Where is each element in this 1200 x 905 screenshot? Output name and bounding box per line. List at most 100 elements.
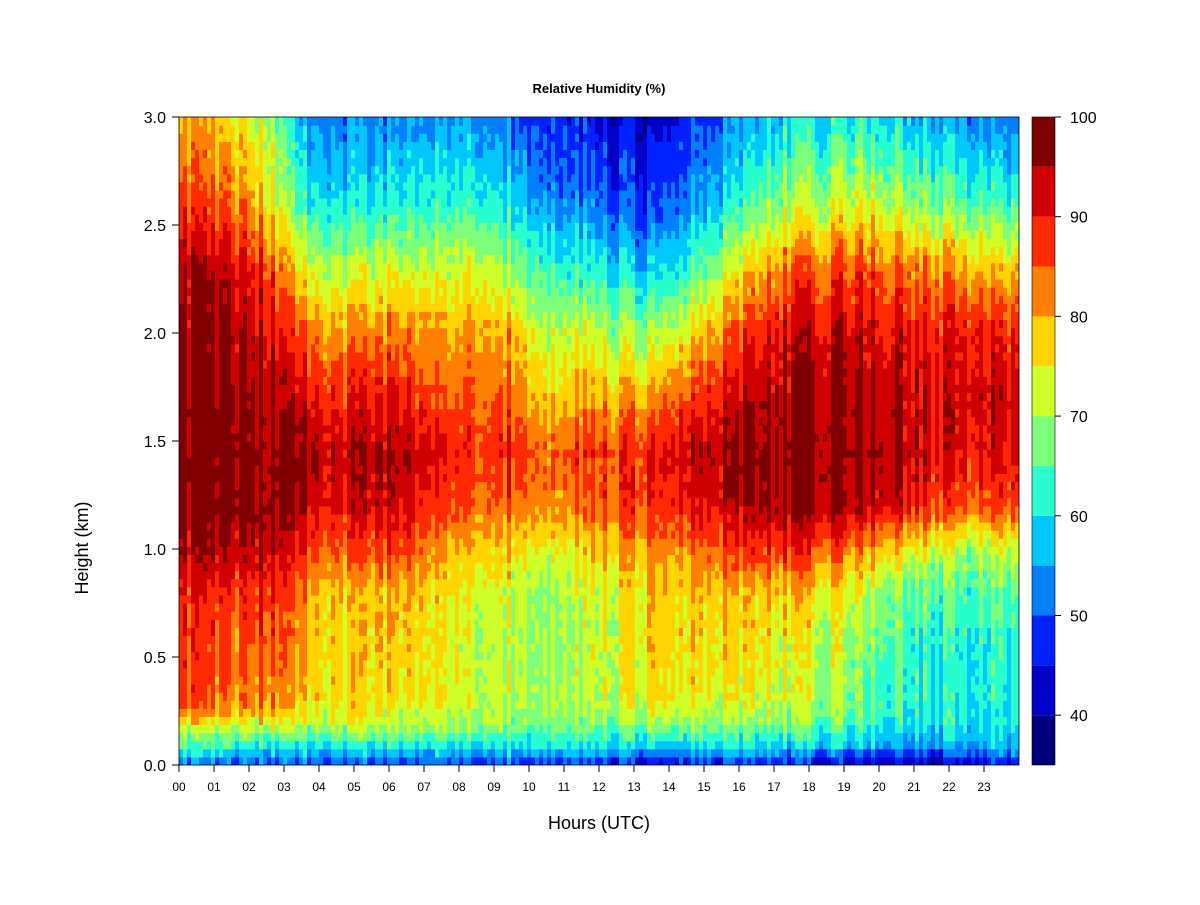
heatmap-cell (271, 684, 276, 693)
heatmap-cell (335, 700, 340, 709)
heatmap-cell (275, 432, 280, 442)
heatmap-cell (251, 279, 256, 288)
heatmap-cell (291, 554, 296, 564)
heatmap-cell (227, 343, 232, 353)
heatmap-cell (419, 368, 424, 377)
heatmap-cell (419, 189, 424, 199)
heatmap-cell (191, 125, 196, 134)
heatmap-cell (351, 230, 356, 240)
heatmap-cell (219, 611, 224, 620)
heatmap-cell (343, 198, 348, 207)
heatmap-cell (355, 319, 360, 329)
heatmap-cell (231, 505, 236, 515)
heatmap-cell (355, 756, 360, 765)
heatmap-cell (415, 570, 420, 580)
heatmap-cell (211, 554, 216, 564)
heatmap-cell (235, 449, 240, 458)
heatmap-cell (199, 700, 204, 709)
heatmap-cell (271, 416, 276, 426)
heatmap-cell (367, 117, 372, 126)
heatmap-cell (335, 376, 340, 385)
heatmap-cell (311, 384, 316, 393)
heatmap-cell (383, 392, 388, 402)
heatmap-cell (343, 708, 348, 717)
heatmap-cell (323, 700, 328, 709)
heatmap-cell (291, 651, 296, 661)
heatmap-cell (351, 198, 356, 207)
heatmap-cell (275, 133, 280, 142)
heatmap-cell (267, 675, 272, 685)
heatmap-cell (263, 230, 268, 240)
heatmap-cell (283, 198, 288, 207)
heatmap-cell (203, 376, 208, 385)
heatmap-cell (287, 594, 292, 604)
heatmap-cell (287, 214, 292, 223)
heatmap-cell (207, 222, 212, 231)
heatmap-cell (351, 457, 356, 466)
heatmap-cell (303, 424, 308, 434)
heatmap-cell (411, 392, 416, 402)
heatmap-cell (247, 319, 252, 329)
heatmap-cell (195, 368, 200, 377)
heatmap-cell (251, 351, 256, 361)
heatmap-cell (415, 651, 420, 661)
heatmap-cell (251, 238, 256, 248)
heatmap-cell (219, 279, 224, 288)
heatmap-cell (339, 675, 344, 685)
heatmap-cell (243, 360, 248, 369)
heatmap-cell (399, 173, 404, 183)
heatmap-cell (183, 708, 188, 717)
heatmap-cell (247, 376, 252, 385)
heatmap-cell (219, 400, 224, 410)
heatmap-cell (275, 473, 280, 483)
heatmap-cell (259, 700, 264, 709)
heatmap-cell (363, 287, 368, 296)
heatmap-cell (199, 400, 204, 410)
heatmap-cell (407, 619, 412, 628)
heatmap-cell (259, 659, 264, 669)
heatmap-cell (411, 214, 416, 223)
heatmap-cell (179, 270, 184, 280)
heatmap-cell (319, 141, 324, 150)
heatmap-cell (291, 635, 296, 645)
heatmap-cell (259, 343, 264, 353)
heatmap-cell (327, 133, 332, 142)
heatmap-cell (299, 287, 304, 296)
heatmap-cell (399, 384, 404, 393)
heatmap-cell (415, 659, 420, 669)
heatmap-cell (235, 732, 240, 742)
heatmap-cell (275, 189, 280, 199)
heatmap-cell (231, 222, 236, 231)
heatmap-cell (427, 546, 432, 555)
heatmap-cell (183, 311, 188, 321)
heatmap-cell (387, 513, 392, 523)
heatmap-cell (267, 586, 272, 596)
heatmap-cell (295, 473, 300, 483)
heatmap-cell (335, 740, 340, 750)
heatmap-cell (215, 716, 220, 726)
heatmap-cell (303, 319, 308, 329)
heatmap-cell (335, 295, 340, 304)
heatmap-cell (267, 603, 272, 612)
heatmap-cell (291, 133, 296, 142)
heatmap-cell (215, 505, 220, 515)
heatmap-cell (311, 724, 316, 734)
heatmap-cell (287, 675, 292, 685)
heatmap-cell (191, 149, 196, 159)
heatmap-cell (247, 270, 252, 280)
heatmap-cell (347, 513, 352, 523)
heatmap-cell (415, 173, 420, 183)
heatmap-cell (283, 303, 288, 312)
heatmap-cell (295, 554, 300, 564)
heatmap-cell (335, 279, 340, 288)
heatmap-cell (383, 530, 388, 539)
heatmap-cell (239, 748, 244, 758)
heatmap-cell (367, 424, 372, 434)
heatmap-cell (183, 530, 188, 539)
heatmap-cell (223, 594, 228, 604)
heatmap-cell (327, 603, 332, 612)
heatmap-cell (407, 651, 412, 661)
heatmap-cell (195, 546, 200, 555)
heatmap-cell (275, 335, 280, 345)
heatmap-cell (303, 222, 308, 231)
